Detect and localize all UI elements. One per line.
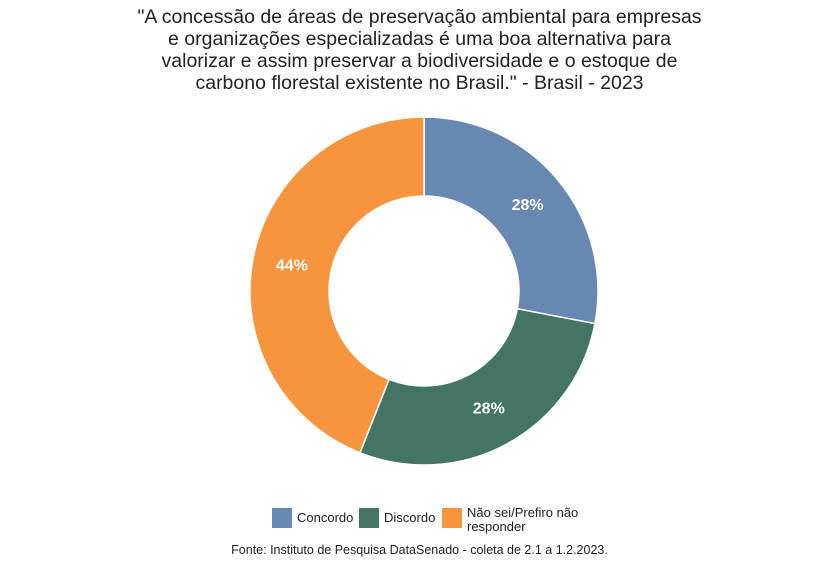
legend-label: Concordo [297, 510, 354, 525]
data-label-concordo: 28% [512, 197, 544, 214]
chart-title-line: valorizar e assim preservar a biodiversi… [161, 50, 678, 72]
chart-title: "A concessão de áreas de preservação amb… [0, 6, 839, 94]
legend-swatch [359, 508, 379, 528]
data-label-nao-sei: 44% [276, 257, 308, 274]
slice-discordo [358, 307, 596, 466]
legend-label: Não sei/Prefiro não responder [467, 505, 579, 534]
chart-title-line: e organizações especializadas é uma boa … [168, 28, 671, 50]
source-note: Fonte: Instituto de Pesquisa DataSenado … [231, 543, 608, 557]
slice-concordo [423, 116, 599, 325]
chart-title-line: carbono florestal existente no Brasil." … [195, 72, 644, 94]
legend-label: Discordo [384, 510, 436, 525]
legend-item-concordo: Concordo [272, 506, 353, 528]
slice-nao-sei [249, 116, 425, 454]
legend-swatch [442, 508, 462, 528]
legend-swatch [272, 508, 292, 528]
legend-item-nao-sei: Não sei/Prefiro não responder [442, 506, 578, 534]
chart-title-line: "A concessão de áreas de preservação amb… [137, 6, 702, 28]
data-label-discordo: 28% [473, 400, 505, 417]
legend-item-discordo: Discordo [359, 506, 435, 528]
